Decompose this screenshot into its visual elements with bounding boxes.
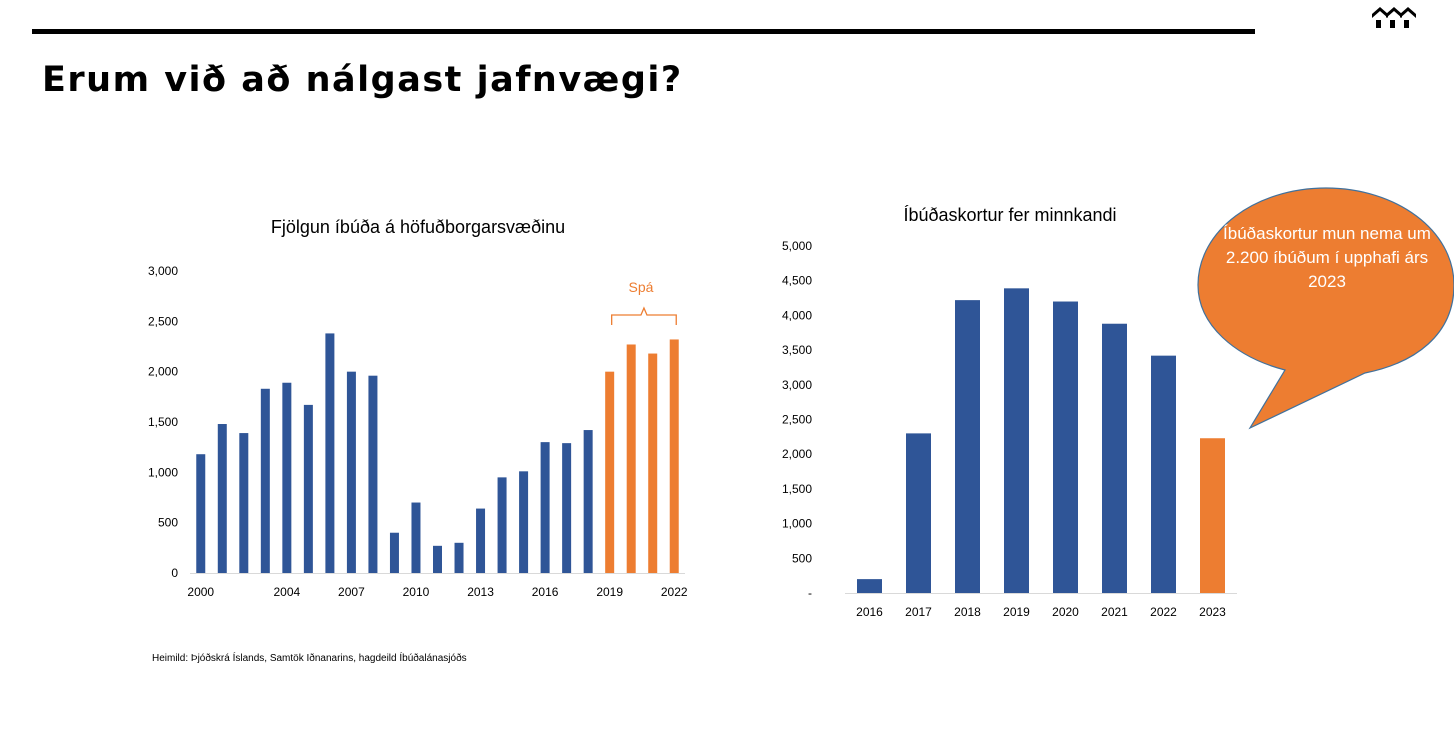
y-tick-label: 5,000 [782,239,812,253]
x-tick-label: 2022 [1150,605,1177,619]
y-tick-label: 2,500 [782,413,812,427]
bar-2008 [368,375,378,573]
bar-2010 [411,502,421,573]
y-tick-label: 1,500 [148,415,178,429]
y-tick-label: 2,000 [148,365,178,379]
y-tick-label: 4,000 [782,308,812,322]
bar-2019 [1004,288,1029,593]
x-tick-label: 2007 [338,585,365,599]
y-tick-label: 0 [171,566,178,580]
y-tick-label: 1,000 [782,517,812,531]
bar-2022 [1151,355,1176,593]
source-note: Heimild: Þjóðskrá Íslands, Samtök Iðnana… [152,653,467,664]
y-tick-label: 3,500 [782,343,812,357]
bar-2018 [955,300,980,593]
bar-2000 [196,454,206,573]
x-tick-label: 2022 [661,585,688,599]
y-tick-label: 4,500 [782,274,812,288]
bar-2007 [346,371,356,573]
forecast-bracket [611,306,677,325]
bar-2003 [260,388,270,573]
top-divider [32,29,1255,34]
bar-2021 [1102,323,1127,593]
y-tick-label: 500 [158,516,178,530]
callout-text: Íbúðaskortur mun nema um 2.200 íbúðum í … [1223,224,1431,291]
bar-2001 [217,424,227,573]
bar-2012 [454,542,464,573]
x-tick-label: 2013 [467,585,494,599]
y-tick-label: 1,500 [782,482,812,496]
x-tick-label: 2019 [1003,605,1030,619]
bar-2006 [325,333,335,573]
y-tick-label: 3,000 [782,378,812,392]
x-tick-label: 2020 [1052,605,1079,619]
speech-bubble-callout [1197,187,1454,430]
x-tick-label: 2016 [856,605,883,619]
chart-title: Íbúðaskortur fer minnkandi [903,205,1116,225]
bar-2005 [303,404,313,573]
bar-2023 [1200,438,1225,593]
y-tick-label: 2,000 [782,447,812,461]
chart-title: Fjölgun íbúða á höfuðborgarsvæðinu [271,217,565,237]
y-tick-label: 1,000 [148,465,178,479]
y-tick-label: - [808,586,812,600]
x-tick-label: 2018 [954,605,981,619]
bar-2015 [519,471,529,573]
housing-growth-chart: Fjölgun íbúða á höfuðborgarsvæðinu 0 500 1,… [148,217,688,599]
page-title: Erum við að nálgast jafnvægi? [42,60,683,100]
bar-2002 [239,433,249,573]
bar-2011 [433,545,442,573]
bar-2020 [1053,301,1078,593]
y-tick-label: 3,000 [148,264,178,278]
x-tick-label: 2016 [532,585,559,599]
bar-2004 [282,382,292,573]
bar-2017 [562,443,572,573]
bar-2022 [669,339,679,573]
bar-2016 [540,442,550,573]
x-tick-label: 2021 [1101,605,1128,619]
bar-2019 [605,371,615,573]
x-tick-label: 2004 [273,585,300,599]
bar-2014 [497,477,507,573]
x-tick-label: 2010 [403,585,430,599]
bar-2021 [648,353,658,573]
x-tick-label: 2000 [187,585,214,599]
housing-shortage-chart: Íbúðaskortur fer minnkandi - 500 1,000 1,500… [782,205,1237,619]
bar-2016 [857,579,882,593]
y-tick-label: 2,500 [148,314,178,328]
y-tick-label: 500 [792,551,812,565]
bar-2013 [476,508,486,573]
bar-2017 [906,433,931,593]
x-tick-label: 2019 [596,585,623,599]
bar-2020 [626,344,636,573]
x-tick-label: 2023 [1199,605,1226,619]
bar-2018 [583,430,593,573]
house-roofs-logo-icon [1372,7,1416,28]
x-tick-label: 2017 [905,605,932,619]
bar-2009 [389,532,399,573]
forecast-label: Spá [628,279,653,295]
